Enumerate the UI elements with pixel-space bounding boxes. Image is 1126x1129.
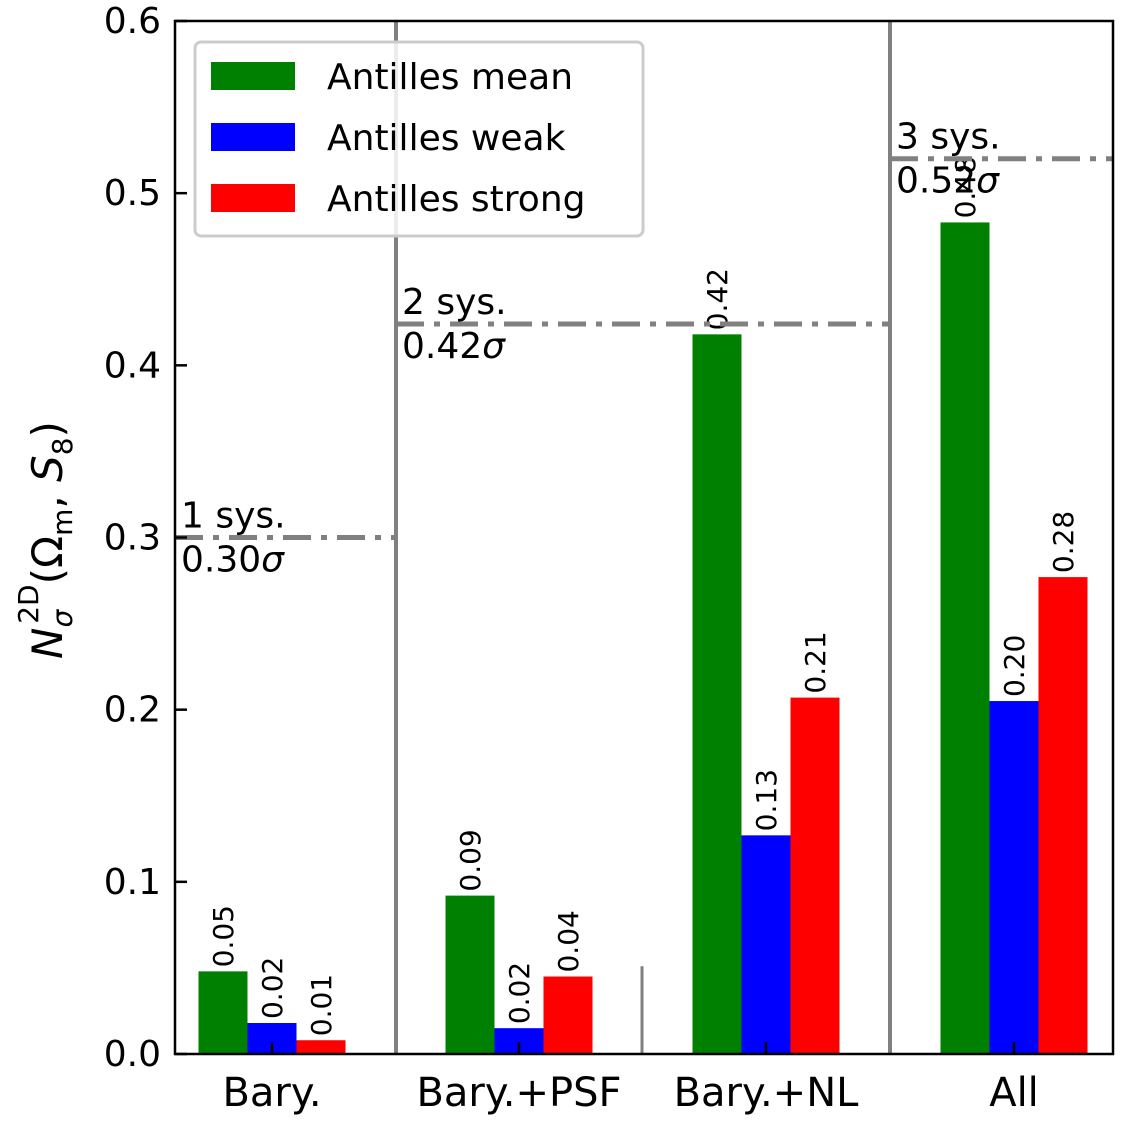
svg-text:Nσ2D(Ωm, S8): Nσ2D(Ωm, S8) — [12, 421, 79, 659]
bar-antilles-strong-2 — [790, 697, 840, 1054]
ylabel-s: S — [23, 455, 72, 482]
bar-label-0-3: 0.48 — [949, 156, 982, 218]
ylabel-comma: , — [23, 482, 72, 509]
bar-antilles-mean-0 — [198, 971, 248, 1054]
bar-antilles-weak-3 — [989, 701, 1039, 1054]
reference-value-1: 0.30σ — [181, 540, 285, 581]
bar-label-2-3: 0.28 — [1047, 511, 1080, 573]
legend-swatch-2 — [211, 184, 295, 212]
bar-label-1-3: 0.20 — [998, 635, 1031, 697]
ylabel-sub: σ — [46, 609, 79, 628]
y-tick-label-4: 0.4 — [104, 345, 161, 386]
y-tick-label-6: 0.6 — [104, 1, 161, 42]
reference-label-1: 1 sys. — [181, 496, 286, 537]
y-tick-label-3: 0.3 — [104, 518, 161, 559]
bar-label-1-2: 0.13 — [750, 769, 783, 831]
legend-label-0: Antilles mean — [327, 57, 573, 98]
bar-antilles-strong-0 — [296, 1040, 346, 1054]
reference-value-3: 0.52σ — [896, 161, 1000, 202]
bar-label-2-1: 0.04 — [552, 910, 585, 972]
legend-swatch-1 — [211, 123, 295, 151]
y-tick-label-0: 0.0 — [104, 1034, 161, 1075]
y-axis-label: Nσ2D(Ωm, S8) — [12, 421, 79, 659]
x-tick-label-1: Bary.+PSF — [416, 1070, 621, 1116]
bar-label-1-0: 0.02 — [256, 957, 289, 1019]
ylabel-sup: 2D — [12, 584, 45, 623]
legend-swatch-0 — [211, 62, 295, 90]
ylabel-args-sub: m — [46, 509, 79, 536]
bar-antilles-strong-3 — [1038, 577, 1088, 1054]
bar-label-1-1: 0.02 — [503, 962, 536, 1024]
bar-antilles-strong-1 — [543, 976, 593, 1054]
legend-label-1: Antilles weak — [327, 118, 566, 159]
bar-label-0-1: 0.09 — [454, 829, 487, 891]
bar-antilles-weak-2 — [741, 835, 791, 1054]
bar-label-2-2: 0.21 — [799, 631, 832, 693]
y-tick-label-2: 0.2 — [104, 690, 161, 731]
reference-value-2: 0.42σ — [402, 326, 506, 367]
y-tick-label-5: 0.5 — [104, 173, 161, 214]
ylabel-main: N — [23, 628, 72, 659]
ylabel-args: (Ω — [23, 536, 72, 584]
x-tick-label-3: All — [989, 1070, 1039, 1116]
bar-antilles-mean-1 — [445, 895, 495, 1054]
legend-box — [193, 40, 645, 238]
bar-label-0-0: 0.05 — [207, 905, 240, 967]
y-tick-label-1: 0.1 — [104, 862, 161, 903]
ylabel-s-sub: 8 — [46, 437, 79, 455]
bar-label-0-2: 0.42 — [701, 268, 734, 330]
bar-antilles-mean-3 — [940, 222, 990, 1054]
bar-label-2-0: 0.01 — [305, 974, 338, 1036]
x-tick-label-0: Bary. — [222, 1070, 321, 1116]
bar-antilles-mean-2 — [692, 334, 742, 1054]
x-tick-label-2: Bary.+NL — [674, 1070, 860, 1116]
legend-label-2: Antilles strong — [327, 179, 586, 220]
reference-label-2: 2 sys. — [402, 282, 507, 323]
ylabel-close: ) — [23, 421, 72, 437]
reference-label-3: 3 sys. — [896, 117, 1001, 158]
